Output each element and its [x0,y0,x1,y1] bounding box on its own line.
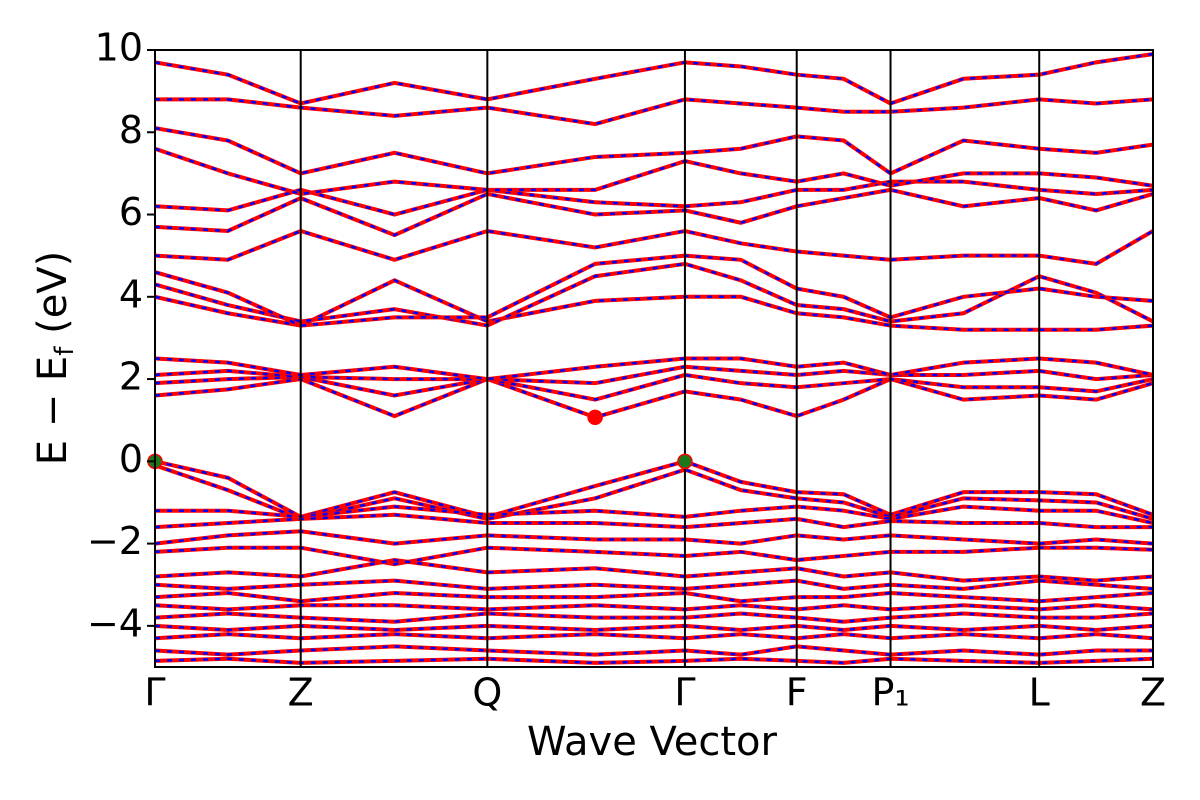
y-tick-label: 4 [119,272,143,316]
y-label-unit: (eV) [30,251,76,347]
extremum-marker [587,409,603,426]
band-up [155,632,1153,641]
y-label-main: E − E [30,356,76,466]
band-down [155,558,1153,582]
x-tick-label: P₁ [871,671,909,715]
x-tick-label: Γ [144,671,165,715]
band-down [155,278,1153,331]
x-tick-label: Z [288,671,314,715]
band-down [155,546,1153,566]
band-down [155,377,1153,419]
y-label-sub: f [50,346,80,356]
band-up [155,603,1153,612]
band-up [155,504,1153,525]
band-down [155,188,1153,237]
plot-frame [154,49,1154,668]
x-tick-label: L [1029,671,1050,715]
y-tick-label: −4 [87,601,143,645]
band-down [155,262,1153,327]
x-axis-label: Wave Vector [527,719,778,765]
y-tick-label: 6 [119,190,143,234]
band-down [155,229,1153,266]
band-up [155,529,1153,546]
x-tick-label: F [786,671,808,715]
band-down [155,98,1153,126]
band-up [155,126,1153,176]
y-tick-label: −2 [87,519,143,563]
y-axis-label: E − Ef (eV) [30,251,80,466]
band-up [155,644,1153,657]
x-tick-label: Q [472,671,502,715]
band-up [155,52,1153,106]
band-down [155,460,1153,519]
y-tick-label: 8 [119,108,143,152]
extremum-marker [677,453,693,470]
x-tick-label: Z [1140,671,1166,715]
band-down [155,464,1153,521]
band-up [155,187,1153,238]
plot [155,52,1153,665]
band-up [155,512,1153,530]
y-tick-label: 10 [95,26,143,70]
band-down [155,180,1153,216]
band-down [155,147,1153,196]
band-down [155,357,1153,381]
band-up [155,372,1153,402]
band-up [155,590,1153,604]
y-tick-label: 0 [119,437,143,481]
band-up [155,623,1153,632]
band-up [155,611,1153,624]
band-up [155,578,1153,591]
band-down [155,52,1153,105]
y-tick-label: 2 [119,355,143,399]
band-up [155,364,1153,386]
band-up [155,656,1153,665]
x-tick-label: Γ [674,671,695,715]
band-up [155,253,1153,328]
band-down [155,126,1153,175]
